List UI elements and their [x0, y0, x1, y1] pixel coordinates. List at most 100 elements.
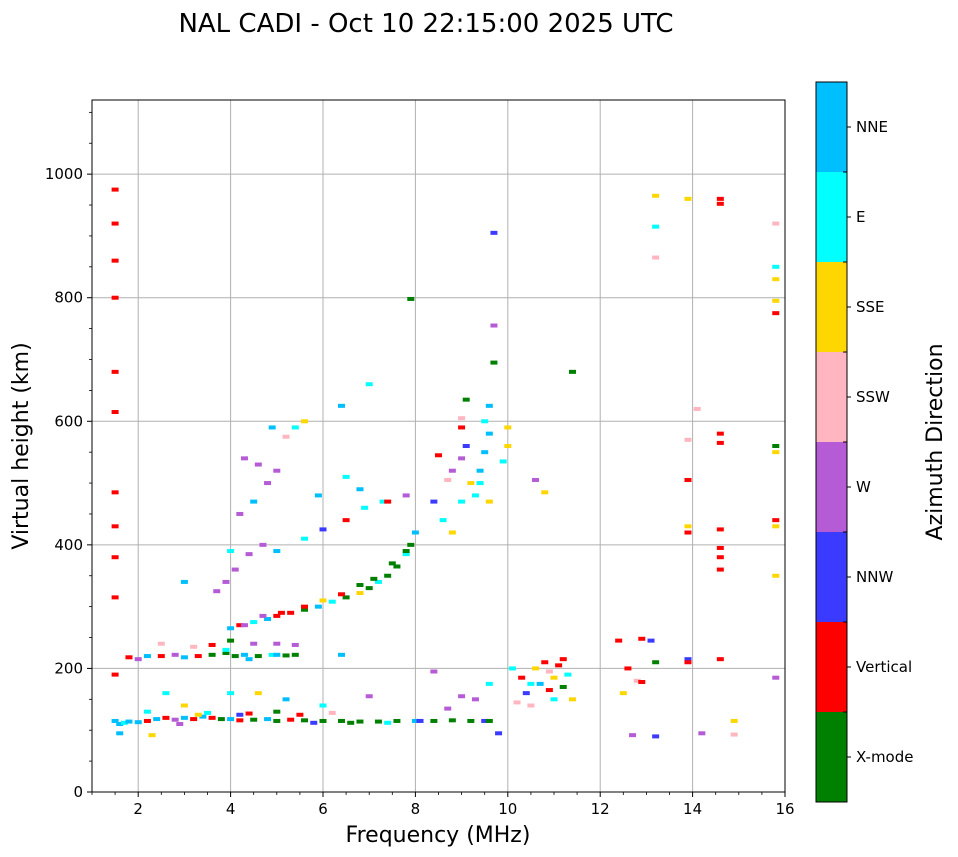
echo-point — [485, 718, 493, 723]
echo-point — [485, 431, 493, 436]
echo-point — [471, 493, 479, 498]
echo-point — [111, 221, 119, 226]
echo-point — [291, 425, 299, 430]
echo-point — [342, 474, 350, 479]
echo-point — [716, 657, 724, 662]
x-tick-label: 16 — [775, 800, 794, 818]
echo-point — [476, 481, 484, 486]
echo-point — [684, 530, 692, 535]
colorbar-label-ssw: SSW — [856, 388, 890, 406]
echo-point — [652, 734, 660, 739]
echo-point — [633, 678, 641, 683]
y-tick-label: 600 — [54, 412, 83, 430]
echo-point — [111, 524, 119, 529]
echo-point — [240, 652, 248, 657]
echo-point — [481, 718, 489, 723]
echo-point — [527, 681, 535, 686]
echo-point — [236, 623, 244, 628]
echo-point — [157, 654, 165, 659]
echo-point — [411, 718, 419, 723]
echo-point — [532, 666, 540, 671]
echo-point — [448, 530, 456, 535]
x-tick-label: 4 — [226, 800, 236, 818]
echo-point — [564, 672, 572, 677]
echo-point — [402, 493, 410, 498]
echo-point — [337, 652, 345, 657]
echo-point — [273, 718, 281, 723]
echo-point — [264, 717, 272, 722]
echo-point — [222, 579, 230, 584]
echo-point — [448, 718, 456, 723]
echo-point — [772, 221, 780, 226]
echo-point — [370, 576, 378, 581]
echo-point — [541, 490, 549, 495]
echo-point — [458, 425, 466, 430]
echo-point — [111, 187, 119, 192]
echo-point — [236, 712, 244, 717]
echo-point — [231, 567, 239, 572]
echo-point — [550, 697, 558, 702]
echo-point — [545, 669, 553, 674]
echo-point — [402, 549, 410, 554]
echo-point — [615, 638, 623, 643]
echo-point — [568, 369, 576, 374]
echo-point — [314, 604, 322, 609]
plot-area: 2 4 6 8 10 12 14 16 0 200 400 600 800 1000 — [45, 99, 795, 818]
y-axis-label: Virtual height (km) — [9, 342, 34, 549]
echo-point — [250, 641, 258, 646]
echo-point — [245, 657, 253, 662]
echo-point — [143, 709, 151, 714]
echo-point — [319, 598, 327, 603]
echo-point — [638, 680, 646, 685]
y-tick-label: 1000 — [45, 165, 83, 183]
echo-point — [490, 323, 498, 328]
echo-point — [462, 444, 470, 448]
echo-point — [240, 456, 248, 461]
echo-point — [282, 653, 290, 658]
y-tick-label: 400 — [54, 536, 83, 554]
colorbar-label-x-mode: X-mode — [856, 748, 913, 766]
echo-point — [227, 638, 235, 643]
chart-title: NAL CADI - Oct 10 22:15:00 2025 UTC — [178, 9, 673, 39]
echo-point — [111, 295, 119, 300]
echo-point — [550, 675, 558, 680]
echo-point — [730, 732, 738, 737]
colorbar-segment — [816, 532, 847, 622]
echo-point — [384, 499, 392, 504]
echo-point — [176, 722, 184, 727]
echo-point — [273, 613, 281, 618]
echo-point — [485, 681, 493, 686]
echo-point — [291, 652, 299, 657]
echo-point — [153, 717, 161, 722]
echo-point — [430, 669, 438, 674]
echo-point — [393, 564, 401, 569]
echo-point — [555, 663, 563, 668]
echo-point — [328, 710, 336, 715]
echo-point — [259, 613, 267, 618]
echo-point — [532, 477, 540, 482]
echo-point — [245, 552, 253, 557]
echo-point — [458, 416, 466, 421]
echo-point — [111, 490, 119, 495]
echo-point — [259, 542, 267, 547]
echo-point — [111, 718, 119, 723]
echo-point — [301, 536, 309, 541]
echo-point — [310, 720, 318, 725]
echo-point — [190, 644, 198, 649]
echo-point — [444, 477, 452, 482]
echo-point — [513, 700, 521, 705]
echo-point — [111, 369, 119, 374]
echo-point — [301, 604, 309, 609]
echo-point — [134, 657, 142, 662]
echo-point — [365, 586, 373, 591]
echo-point — [716, 440, 724, 445]
echo-point — [361, 505, 369, 510]
echo-point — [116, 722, 124, 727]
colorbar-label-nne: NNE — [856, 118, 888, 136]
echo-point — [250, 499, 258, 504]
echo-point — [458, 499, 466, 504]
colorbar-frame — [815, 81, 848, 803]
colorbar-segment — [816, 82, 847, 172]
y-tick-label: 0 — [73, 783, 83, 801]
echo-point — [541, 660, 549, 665]
